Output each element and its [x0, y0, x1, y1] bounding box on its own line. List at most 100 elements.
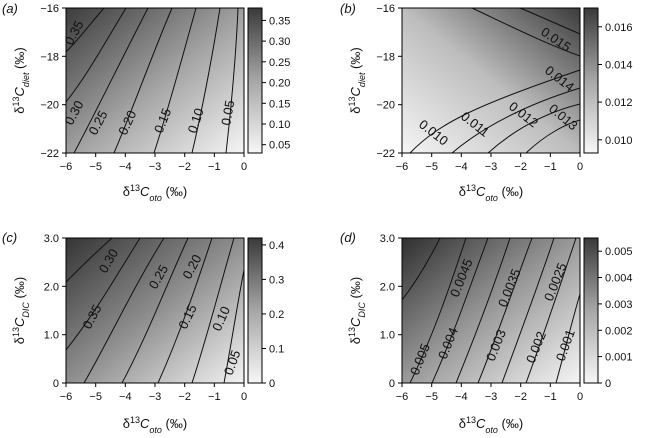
colorbar-tick-label: 0.012	[605, 97, 633, 109]
x-tick-label: −6	[396, 391, 409, 403]
panel-b: (b) 0.010 0.011 0.012 0.013 0.014 0.015 …	[340, 1, 633, 203]
colorbar-tick-label: 0.003	[605, 299, 633, 311]
y-tick-label: −18	[40, 51, 59, 63]
x-axis: −6 −5 −4 −3 −2 −1 0 δ13Coto (‰)	[60, 152, 247, 203]
colorbar-tick-label: 0.4	[269, 240, 284, 252]
colorbar-strip	[247, 237, 263, 384]
panel-label: (a)	[2, 1, 18, 16]
y-axis: 3.0 2.0 1.0 0 δ13CDIC (‰)	[347, 233, 403, 390]
colorbar-tick-label: 0.1	[269, 344, 284, 356]
x-tick-label: −4	[119, 161, 132, 173]
x-tick-label: −3	[485, 391, 498, 403]
x-axis-label: δ13Coto (‰)	[123, 183, 187, 203]
contour-line	[153, 7, 197, 154]
contour-line	[451, 87, 581, 154]
contour-line	[113, 7, 173, 154]
x-tick-label: −5	[425, 391, 438, 403]
panel-label: (c)	[2, 230, 17, 245]
x-axis: −6 −5 −4 −3 −2 −1 0 δ13Coto (‰)	[60, 382, 247, 435]
x-tick-label: −4	[119, 391, 132, 403]
contour-line	[525, 237, 577, 384]
x-tick-label: −5	[425, 161, 438, 173]
y-axis-label: δ13Cdiet (‰)	[347, 47, 367, 113]
colorbar-tick-label: 0.014	[605, 60, 633, 72]
y-tick-label: −16	[40, 3, 59, 15]
x-axis: −6 −5 −4 −3 −2 −1 0 δ13Coto (‰)	[396, 382, 583, 435]
x-tick-label: −2	[178, 161, 191, 173]
colorbar-strip	[247, 7, 263, 154]
y-axis: −16 −18 −20 −22 δ13Cdiet (‰)	[11, 3, 67, 160]
contour-line	[157, 237, 213, 384]
y-tick-label: 2.0	[380, 281, 395, 293]
colorbar-tick-label: 0.35	[269, 15, 290, 27]
x-axis-label: δ13Coto (‰)	[459, 415, 523, 435]
contour-line	[225, 7, 239, 154]
colorbar-tick-label: 0.001	[605, 352, 633, 364]
heatmap-area	[402, 238, 580, 383]
y-tick-label: 3.0	[44, 233, 59, 245]
y-tick-label: −16	[376, 3, 395, 15]
panel-a: (a) 0.35 0.30 0.25 0.20 0.15 0.10 0.05	[2, 1, 290, 203]
y-tick-label: −20	[40, 100, 59, 112]
colorbar: 0.4 0.3 0.2 0.1 0	[247, 237, 284, 390]
panel-label: (d)	[340, 230, 356, 245]
contour-line	[191, 7, 221, 154]
x-tick-label: −3	[485, 161, 498, 173]
contour-line	[471, 7, 581, 57]
contour-line	[65, 237, 113, 283]
panel-d: (d) 0.005 0.0045 0.004 0.0035 0.003 0.00…	[340, 230, 633, 435]
contour-line	[65, 7, 127, 103]
colorbar-tick-label: 0.004	[605, 273, 633, 285]
colorbar-tick-label: 0.2	[269, 309, 284, 321]
colorbar-tick-label: 0.30	[269, 36, 290, 48]
contour-line	[525, 119, 581, 154]
contour-line	[401, 237, 441, 301]
x-tick-label: −1	[208, 391, 221, 403]
contour-label: 0.05	[218, 99, 237, 127]
x-tick-label: −3	[149, 391, 162, 403]
y-tick-label: 3.0	[380, 233, 395, 245]
x-axis: −6 −5 −4 −3 −2 −1 0 δ13Coto (‰)	[396, 152, 583, 203]
colorbar-tick-label: 0.010	[605, 135, 633, 147]
contour-lines	[65, 7, 239, 154]
x-tick-label: −2	[514, 161, 527, 173]
y-tick-label: 1.0	[380, 330, 395, 342]
contour-line	[409, 237, 467, 384]
x-tick-label: −6	[396, 161, 409, 173]
x-tick-label: −3	[149, 161, 162, 173]
x-tick-label: 0	[241, 391, 247, 403]
contour-line	[477, 237, 533, 384]
contour-line	[487, 103, 581, 154]
colorbar-tick-label: 0.20	[269, 78, 290, 90]
contour-line	[83, 237, 165, 384]
y-tick-label: 1.0	[44, 330, 59, 342]
colorbar: 0.016 0.014 0.012 0.010	[583, 7, 633, 154]
colorbar-tick-label: 0.016	[605, 22, 633, 34]
colorbar-tick-label: 0.15	[269, 98, 290, 110]
y-tick-label: 0	[389, 378, 395, 390]
contour-line	[73, 7, 149, 154]
colorbar: 0.35 0.30 0.25 0.20 0.15 0.10 0.05	[247, 7, 290, 154]
colorbar-tick-label: 0.05	[269, 140, 290, 152]
colorbar: 0.005 0.004 0.003 0.002 0.001 0	[583, 237, 633, 390]
colorbar-strip	[583, 7, 599, 154]
y-axis-label: δ13CDIC (‰)	[11, 277, 31, 344]
contour-line	[65, 7, 105, 53]
contour-lines	[65, 237, 245, 384]
x-tick-label: −2	[178, 391, 191, 403]
contour-line	[409, 69, 581, 154]
y-tick-label: −22	[376, 148, 395, 160]
y-tick-label: 2.0	[44, 281, 59, 293]
x-tick-label: −2	[514, 391, 527, 403]
contour-line	[555, 293, 581, 384]
contour-line	[501, 237, 555, 384]
contour-line	[223, 269, 245, 384]
x-tick-label: −1	[544, 161, 557, 173]
colorbar-strip	[583, 237, 599, 384]
heatmap-area	[66, 8, 244, 153]
heatmap-area	[66, 238, 244, 383]
y-axis: −16 −18 −20 −22 δ13Cdiet (‰)	[347, 3, 403, 160]
contour-line	[431, 237, 489, 384]
x-tick-label: −4	[455, 391, 468, 403]
